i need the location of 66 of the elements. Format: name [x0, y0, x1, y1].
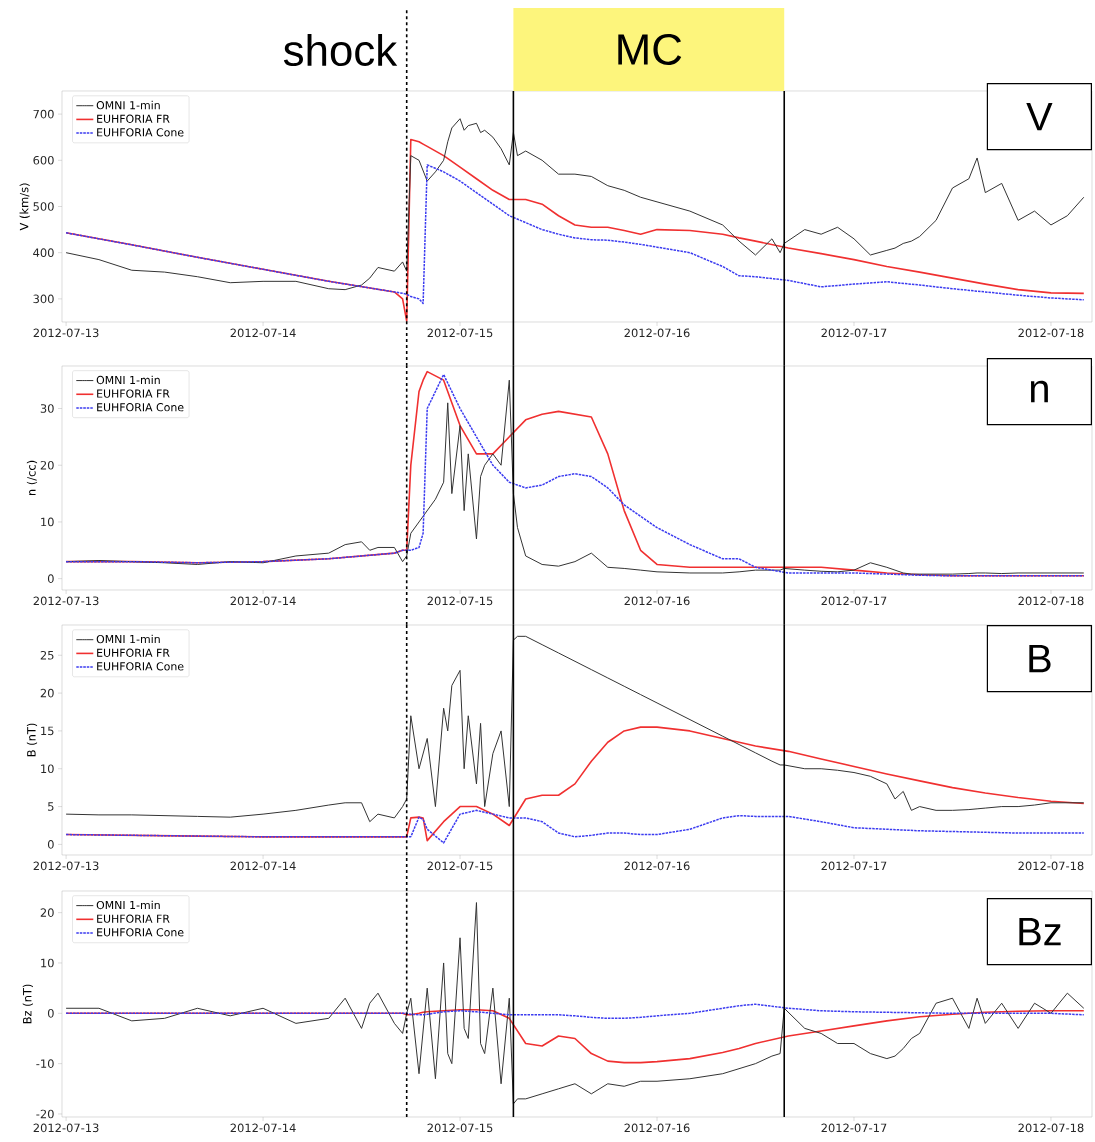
x-tick-label: 2012-07-15 [427, 861, 493, 871]
y-axis-title: V (km/s) [19, 183, 30, 231]
y-axis-title: n (/cc) [26, 460, 38, 496]
y-tick-label: 15 [41, 726, 54, 736]
legend-label: EUHFORIA FR [97, 389, 170, 398]
y-tick-label: 0 [47, 840, 54, 849]
y-tick-label: 25 [40, 650, 54, 660]
x-tick-label: 2012-07-15 [427, 596, 493, 606]
x-tick-label: 2012-07-18 [1018, 861, 1084, 871]
y-tick-label: -20 [36, 1109, 54, 1119]
y-tick-label: 400 [33, 248, 54, 258]
y-tick-label: 10 [41, 517, 54, 527]
legend-label: EUHFORIA FR [97, 648, 170, 657]
x-tick-label: 2012-07-13 [33, 328, 99, 338]
legend-label: EUHFORIA FR [97, 114, 170, 123]
y-tick-label: 300 [33, 294, 54, 304]
x-tick-label: 2012-07-13 [33, 861, 99, 871]
y-tick-label: 700 [33, 109, 54, 119]
y-tick-label: 5 [48, 802, 54, 811]
y-tick-label: 0 [47, 574, 54, 583]
x-tick-label: 2012-07-15 [427, 328, 493, 338]
x-tick-label: 2012-07-16 [624, 861, 690, 871]
x-tick-label: 2012-07-14 [230, 596, 296, 606]
annotation: n [1030, 380, 1048, 403]
y-axis-title: B (nT) [26, 723, 38, 757]
y-tick-label: 10 [41, 958, 54, 968]
legend-label: OMNI 1-min [96, 634, 160, 644]
annotation: Bz [1019, 917, 1061, 946]
x-tick-label: 2012-07-14 [230, 1123, 296, 1133]
x-tick-label: 2012-07-17 [821, 861, 887, 871]
text: MC [618, 33, 682, 65]
y-tick-label: 600 [33, 155, 54, 165]
annotation: B [1029, 644, 1051, 673]
x-tick-label: 2012-07-15 [427, 1123, 493, 1133]
x-tick-label: 2012-07-13 [33, 596, 99, 606]
x-tick-label: 2012-07-17 [821, 328, 887, 338]
x-tick-label: 2012-07-13 [33, 1123, 99, 1133]
legend-label: OMNI 1-min [96, 900, 160, 910]
x-tick-label: 2012-07-18 [1018, 1123, 1084, 1133]
y-tick-label: 10 [41, 764, 54, 774]
x-tick-label: 2012-07-18 [1018, 596, 1084, 606]
y-tick-label: 30 [40, 404, 54, 413]
x-tick-label: 2012-07-14 [230, 328, 296, 338]
y-tick-label: 20 [40, 908, 54, 917]
x-tick-label: 2012-07-16 [624, 596, 690, 606]
x-tick-label: 2012-07-17 [821, 1123, 887, 1133]
legend-label: EUHFORIA Cone [97, 928, 184, 937]
x-tick-label: 2012-07-16 [624, 1123, 690, 1133]
y-tick-label: -10 [36, 1059, 54, 1068]
legend-label: EUHFORIA Cone [97, 128, 184, 137]
x-tick-label: 2012-07-17 [821, 596, 887, 606]
y-tick-label: 0 [47, 1008, 54, 1018]
x-tick-label: 2012-07-18 [1018, 328, 1084, 338]
legend-label: EUHFORIA FR [97, 914, 170, 923]
legend-label: OMNI 1-min [96, 100, 160, 110]
x-tick-label: 2012-07-16 [624, 328, 690, 338]
y-tick-label: 20 [40, 460, 54, 470]
legend-label: EUHFORIA Cone [97, 662, 184, 671]
y-axis-title: Bz (nT) [22, 984, 33, 1024]
annotation: V [1026, 102, 1053, 131]
ref-line-label: shock [283, 33, 398, 67]
y-tick-label: 20 [40, 688, 54, 698]
y-tick-label: 500 [33, 202, 54, 211]
legend-label: OMNI 1-min [96, 375, 160, 385]
legend-label: EUHFORIA Cone [97, 403, 184, 412]
x-tick-label: 2012-07-14 [230, 861, 296, 871]
